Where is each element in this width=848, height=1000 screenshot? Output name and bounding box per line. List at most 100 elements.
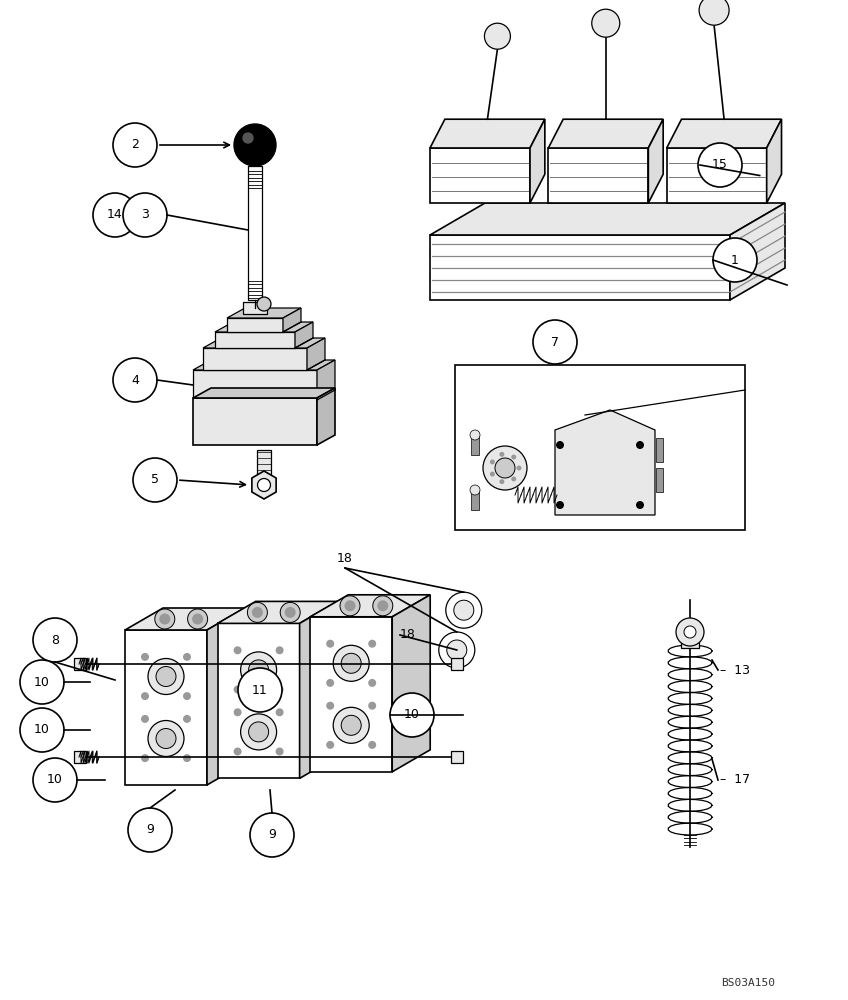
Circle shape: [20, 708, 64, 752]
Circle shape: [20, 660, 64, 704]
Circle shape: [233, 646, 242, 654]
Polygon shape: [207, 608, 245, 785]
Circle shape: [511, 476, 516, 481]
Text: –  17: – 17: [720, 773, 750, 786]
Circle shape: [141, 653, 149, 661]
Circle shape: [148, 720, 184, 756]
Circle shape: [499, 479, 505, 484]
Circle shape: [233, 747, 242, 756]
Polygon shape: [299, 601, 338, 778]
Circle shape: [684, 626, 696, 638]
Circle shape: [276, 686, 283, 694]
Circle shape: [155, 609, 175, 629]
Circle shape: [636, 441, 644, 449]
Circle shape: [148, 658, 184, 694]
Circle shape: [326, 640, 334, 648]
Bar: [471, 490, 479, 510]
Circle shape: [341, 715, 361, 735]
Polygon shape: [667, 119, 782, 148]
Circle shape: [511, 455, 516, 460]
Text: 18: 18: [337, 551, 353, 564]
Bar: [455, 365, 745, 530]
Polygon shape: [227, 318, 283, 332]
Circle shape: [187, 609, 208, 629]
Circle shape: [141, 754, 149, 762]
Polygon shape: [203, 348, 307, 370]
Polygon shape: [649, 119, 663, 203]
Text: BS03A150: BS03A150: [721, 978, 775, 988]
Polygon shape: [430, 203, 785, 235]
Text: 11: 11: [252, 684, 268, 696]
Polygon shape: [218, 623, 299, 778]
Circle shape: [377, 600, 388, 611]
Circle shape: [326, 741, 334, 749]
Circle shape: [141, 692, 149, 700]
Circle shape: [438, 632, 475, 668]
Circle shape: [676, 618, 704, 646]
Circle shape: [233, 686, 242, 694]
Circle shape: [390, 693, 434, 737]
Circle shape: [238, 668, 282, 712]
Circle shape: [156, 666, 176, 686]
Circle shape: [446, 592, 482, 628]
Circle shape: [133, 458, 177, 502]
Circle shape: [248, 722, 269, 742]
Circle shape: [258, 478, 271, 491]
Text: 9: 9: [268, 828, 276, 841]
Circle shape: [113, 123, 157, 167]
Polygon shape: [317, 360, 335, 400]
Circle shape: [241, 652, 276, 688]
Bar: [681, 642, 699, 648]
Text: 10: 10: [404, 708, 420, 721]
Circle shape: [183, 692, 191, 700]
Circle shape: [141, 715, 149, 723]
Bar: [74, 751, 86, 763]
Bar: [243, 302, 267, 314]
Circle shape: [344, 600, 355, 611]
Circle shape: [33, 758, 77, 802]
Bar: [248, 166, 262, 300]
Circle shape: [713, 238, 757, 282]
Circle shape: [285, 607, 296, 618]
Polygon shape: [555, 410, 655, 515]
Text: 5: 5: [151, 473, 159, 486]
Circle shape: [250, 813, 294, 857]
Circle shape: [533, 320, 577, 364]
Circle shape: [183, 715, 191, 723]
Circle shape: [368, 679, 377, 687]
Bar: [257, 450, 271, 478]
Polygon shape: [193, 370, 317, 400]
Circle shape: [699, 0, 729, 25]
Polygon shape: [307, 338, 325, 370]
Circle shape: [128, 808, 172, 852]
Text: 15: 15: [712, 158, 728, 172]
Polygon shape: [549, 119, 663, 148]
Bar: [74, 658, 86, 670]
Text: –  13: – 13: [720, 664, 750, 676]
Polygon shape: [295, 322, 313, 348]
Text: 2: 2: [131, 138, 139, 151]
Circle shape: [556, 441, 564, 449]
Circle shape: [241, 714, 276, 750]
Polygon shape: [193, 388, 335, 398]
Text: 8: 8: [51, 634, 59, 646]
Circle shape: [276, 708, 283, 716]
Circle shape: [113, 358, 157, 402]
Circle shape: [333, 707, 369, 743]
Circle shape: [341, 653, 361, 673]
Polygon shape: [430, 235, 730, 300]
Circle shape: [243, 133, 253, 143]
Text: 10: 10: [34, 676, 50, 688]
Bar: [451, 658, 463, 670]
Circle shape: [484, 23, 510, 49]
Circle shape: [326, 702, 334, 710]
Text: 9: 9: [146, 823, 154, 836]
Circle shape: [516, 465, 522, 470]
Circle shape: [280, 602, 300, 622]
Text: 4: 4: [131, 373, 139, 386]
Circle shape: [183, 754, 191, 762]
Polygon shape: [549, 148, 649, 203]
Polygon shape: [310, 617, 392, 772]
Circle shape: [276, 646, 283, 654]
Circle shape: [470, 485, 480, 495]
